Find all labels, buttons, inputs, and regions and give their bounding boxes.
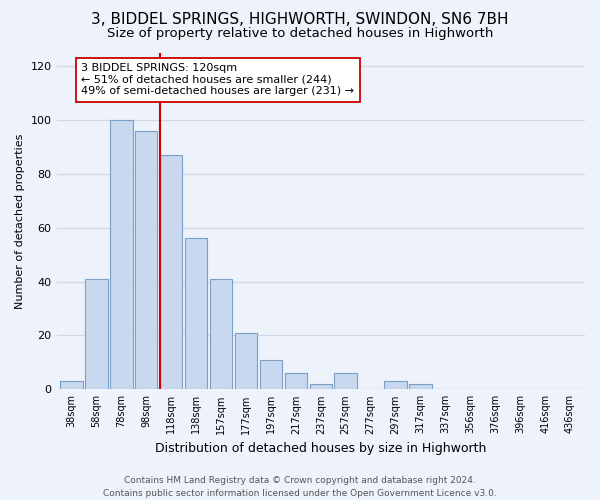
Bar [85,279,107,390]
Bar [160,155,182,390]
Bar [60,381,83,390]
Bar [235,332,257,390]
Text: Contains HM Land Registry data © Crown copyright and database right 2024.
Contai: Contains HM Land Registry data © Crown c… [103,476,497,498]
Bar [409,384,431,390]
Text: 3, BIDDEL SPRINGS, HIGHWORTH, SWINDON, SN6 7BH: 3, BIDDEL SPRINGS, HIGHWORTH, SWINDON, S… [91,12,509,28]
Bar [334,373,357,390]
Bar [210,279,232,390]
Bar [385,381,407,390]
Y-axis label: Number of detached properties: Number of detached properties [15,133,25,308]
Bar [284,373,307,390]
Bar [135,130,157,390]
Bar [110,120,133,390]
Text: 3 BIDDEL SPRINGS: 120sqm
← 51% of detached houses are smaller (244)
49% of semi-: 3 BIDDEL SPRINGS: 120sqm ← 51% of detach… [82,64,355,96]
Bar [260,360,282,390]
Bar [185,238,208,390]
X-axis label: Distribution of detached houses by size in Highworth: Distribution of detached houses by size … [155,442,487,455]
Bar [310,384,332,390]
Text: Size of property relative to detached houses in Highworth: Size of property relative to detached ho… [107,28,493,40]
